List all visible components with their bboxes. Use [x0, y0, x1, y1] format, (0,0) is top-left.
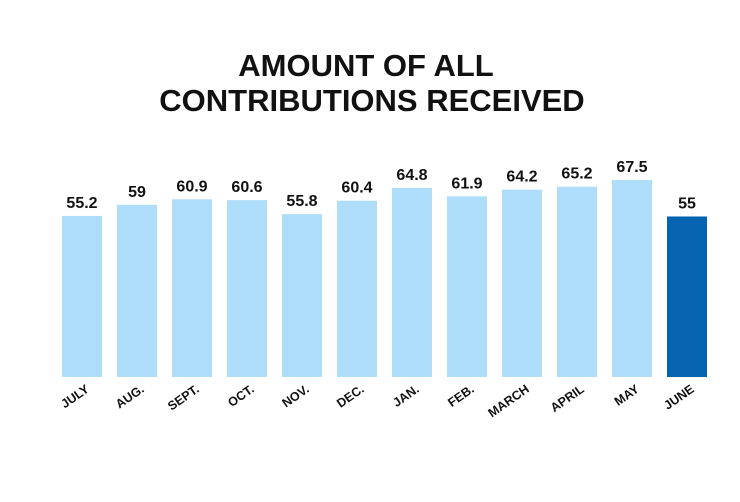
chart-title: AMOUNT OF ALL — [238, 48, 493, 83]
bar — [557, 186, 597, 377]
value-label: 67.5 — [616, 159, 647, 176]
x-tick-label: JULY — [58, 382, 92, 412]
chart-title: CONTRIBUTIONS RECEIVED — [159, 83, 584, 118]
value-label: 59 — [128, 184, 146, 201]
bar — [227, 200, 267, 377]
bar — [337, 200, 377, 377]
x-tick-label: JUNE — [661, 382, 696, 413]
bar — [117, 204, 157, 377]
bar — [282, 214, 322, 377]
x-tick-label: APRIL — [548, 382, 587, 415]
value-label: 55 — [678, 195, 696, 212]
x-tick-label: NOV. — [280, 382, 312, 410]
bar — [502, 189, 542, 377]
bar — [62, 215, 102, 377]
value-label: 55.8 — [286, 193, 317, 210]
value-label: 55.2 — [66, 195, 97, 212]
value-label: 60.9 — [176, 178, 207, 195]
x-tick-label: MAY — [612, 382, 642, 409]
bar — [612, 180, 652, 377]
value-label: 61.9 — [451, 175, 482, 192]
x-tick-label: AUG. — [113, 382, 147, 411]
x-tick-label: DEC. — [334, 382, 367, 411]
bar — [172, 199, 212, 377]
bar — [447, 196, 487, 377]
value-label: 64.2 — [506, 169, 537, 186]
x-tick-label: OCT. — [225, 382, 256, 410]
value-label: 64.8 — [396, 167, 427, 184]
x-tick-label: SEPT. — [165, 382, 201, 413]
value-label: 60.4 — [341, 180, 372, 197]
bar — [667, 216, 707, 377]
value-label: 60.6 — [231, 179, 262, 196]
x-tick-label: JAN. — [390, 382, 421, 410]
x-tick-label: MARCH — [486, 382, 532, 420]
value-label: 65.2 — [561, 166, 592, 183]
x-tick-label: FEB. — [445, 382, 476, 410]
bar — [392, 187, 432, 377]
